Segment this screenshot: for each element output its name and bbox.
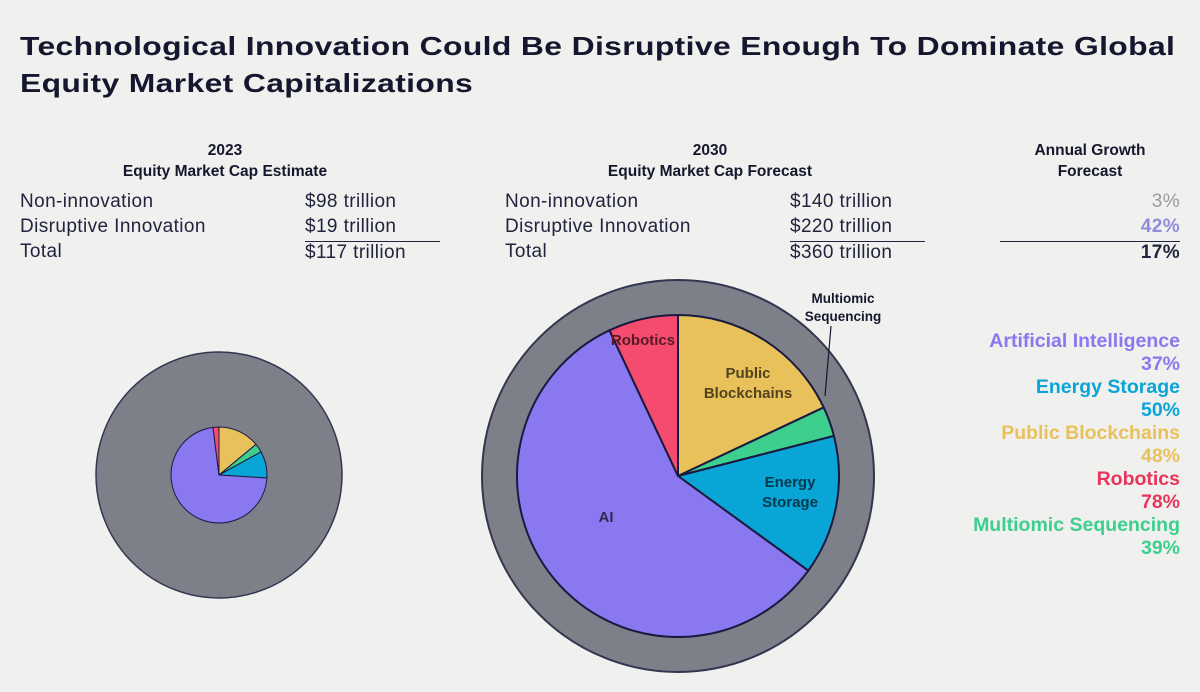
svg-text:AI: AI: [599, 509, 614, 526]
svg-text:Energy: Energy: [765, 474, 817, 491]
svg-text:Public: Public: [725, 365, 770, 382]
svg-text:Robotics: Robotics: [611, 332, 675, 349]
svg-text:Storage: Storage: [762, 494, 818, 511]
svg-text:Multiomic: Multiomic: [812, 291, 875, 306]
svg-text:Blockchains: Blockchains: [704, 385, 792, 402]
svg-text:Sequencing: Sequencing: [805, 309, 882, 324]
